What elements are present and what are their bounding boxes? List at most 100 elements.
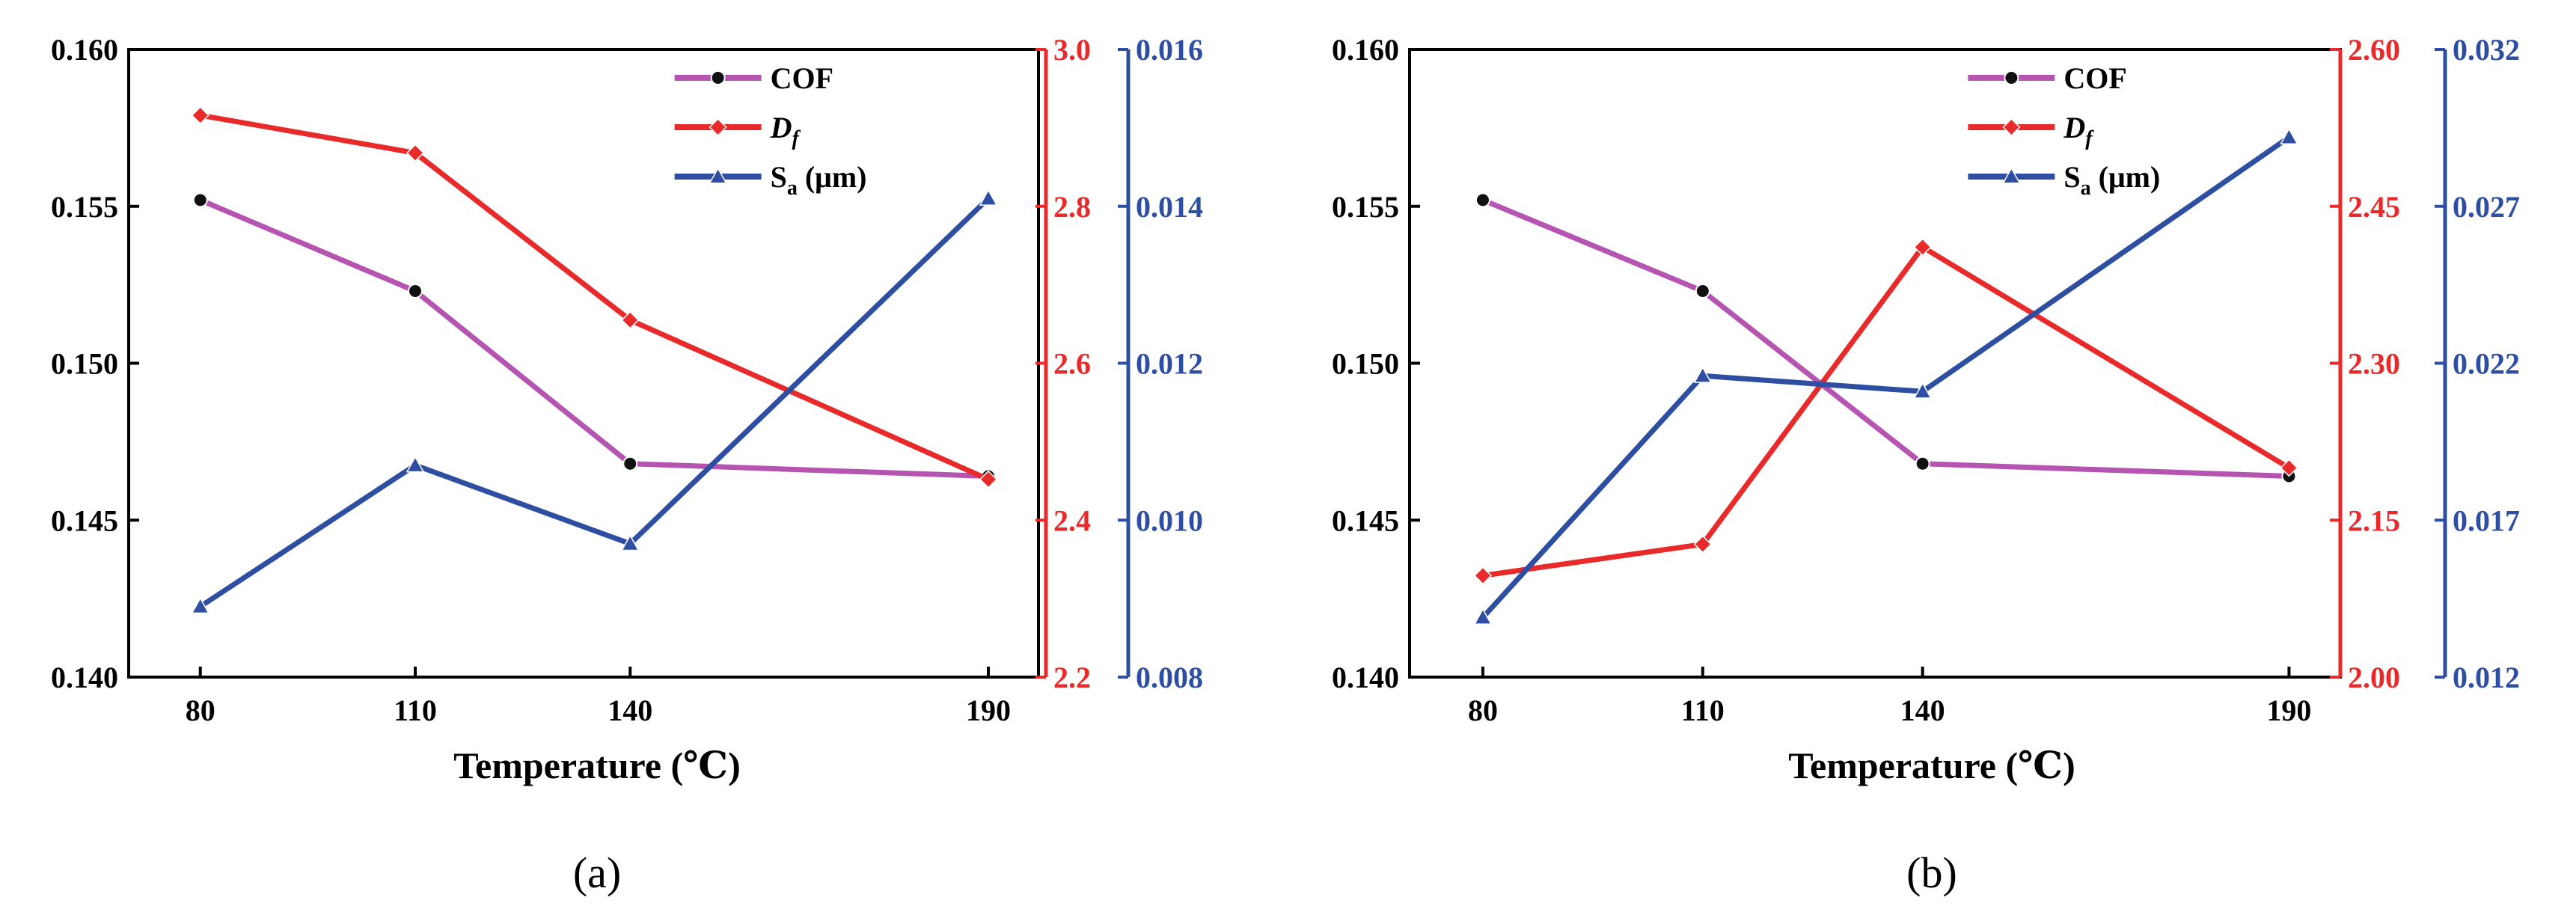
legend-label-subscript: f: [2085, 127, 2094, 150]
x-axis-title: Temperature (℃): [1788, 744, 2075, 786]
x-axis-tick-label: 190: [966, 694, 1011, 727]
cof-data-point: [1695, 284, 1710, 299]
x-axis-tick-label: 110: [394, 694, 437, 727]
legend-label-main: D: [770, 111, 792, 144]
sa-data-point: [620, 534, 640, 551]
df-data-point: [979, 470, 998, 489]
sa-axis-tick-label: 0.008: [1136, 661, 1203, 694]
x-axis-title: Temperature (℃): [453, 744, 740, 786]
left-axis-tick-label: 0.140: [1332, 661, 1399, 694]
chart-panel-b: 0.140 0.145 0.150 0.155 0.160 2.00 2.15 2.30 2.4…: [1332, 33, 2520, 897]
sa-axis-tick-label: 0.010: [1136, 504, 1203, 537]
df-axis-tick-label: 2.45: [2348, 190, 2400, 224]
left-axis-tick-label: 0.145: [51, 504, 118, 537]
df-axis-tick-label: 2.8: [1053, 190, 1091, 224]
legend-label: COF: [2063, 61, 2126, 95]
df-data-point: [621, 310, 640, 329]
cof-data-point: [1915, 456, 1930, 471]
legend-label: Sa (μm): [771, 160, 867, 200]
cof-data-point: [622, 456, 638, 471]
legend-label: COF: [771, 61, 833, 95]
cof-series-line: [1481, 198, 2289, 480]
legend-label-main: D: [2063, 111, 2085, 144]
sa-axis-tick-label: 0.014: [1136, 190, 1203, 224]
df-axis-tick-label: 2.2: [1053, 661, 1091, 694]
df-data-point: [406, 144, 425, 162]
sa-data-point: [2280, 127, 2298, 145]
panel-label: (b): [1906, 848, 1957, 897]
left-axis-tick-label: 0.150: [51, 347, 118, 381]
legend-item-cof: COF: [674, 61, 833, 95]
sa-axis-tick-label: 0.012: [1136, 347, 1203, 381]
legend-marker: [709, 167, 727, 184]
cof-series-line: [199, 198, 989, 480]
df-data-point: [191, 106, 209, 125]
legend-marker: [710, 70, 726, 85]
left-axis-tick-label: 0.140: [51, 661, 118, 694]
legend-label-main: COF: [771, 61, 833, 95]
legend-label: Df: [2063, 111, 2094, 150]
legend-label: Sa (μm): [2063, 160, 2160, 200]
sa-series-line: [198, 196, 991, 609]
sa-data-point: [406, 456, 425, 473]
df-axis-tick-label: 2.4: [1053, 504, 1091, 537]
legend-marker: [2004, 70, 2019, 85]
sa-axis-tick-label: 0.012: [2453, 661, 2520, 694]
sa-series-line: [1481, 135, 2291, 619]
left-axis-tick-label: 0.160: [1332, 33, 1399, 67]
x-axis-tick-label: 140: [608, 694, 652, 727]
sa-axis-tick-label: 0.027: [2453, 190, 2520, 224]
sa-data-point: [191, 597, 210, 614]
cof-data-point: [1475, 192, 1490, 208]
legend-item-df: Df: [1968, 111, 2094, 150]
df-data-point: [2280, 459, 2298, 477]
plot-frame: [127, 48, 1040, 679]
left-axis-tick-label: 0.145: [1332, 504, 1399, 537]
df-data-point: [1693, 535, 1712, 554]
df-series-line: [1482, 244, 2291, 578]
panel-label: (a): [573, 848, 621, 897]
legend-marker: [2002, 167, 2021, 184]
x-axis-tick-label: 110: [1681, 694, 1725, 727]
sa-axis-tick-label: 0.022: [2453, 347, 2520, 381]
df-axis-tick-label: 2.00: [2348, 661, 2400, 694]
x-axis-tick-label: 140: [1900, 694, 1945, 727]
left-axis-tick-label: 0.155: [1332, 190, 1399, 224]
df-axis-tick-label: 2.30: [2348, 347, 2400, 381]
plot-frame: [1408, 48, 2342, 679]
legend-label-subscript: f: [792, 127, 801, 150]
sa-data-point: [1913, 382, 1932, 399]
legend-item-df: Df: [674, 111, 801, 150]
legend-label-main: S: [2063, 160, 2080, 194]
cof-data-point: [407, 284, 423, 299]
sa-data-point: [1473, 608, 1493, 625]
df-axis-tick-label: 2.6: [1053, 347, 1091, 381]
df-axis-tick-label: 2.60: [2348, 33, 2400, 67]
legend-item-cof: COF: [1968, 61, 2127, 95]
x-axis-tick-label: 80: [186, 694, 215, 727]
legend-label-subscript: a: [787, 177, 798, 200]
sa-axis-tick-label: 0.016: [1136, 33, 1203, 67]
legend-label-suffix: (μm): [2091, 160, 2161, 194]
legend-item-sa: Sa (μm): [1968, 160, 2160, 200]
df-data-point: [1473, 566, 1493, 585]
sa-axis-tick-label: 0.032: [2453, 33, 2520, 67]
df-series-line: [200, 112, 990, 482]
legend-label-main: S: [771, 160, 787, 194]
legend-label-main: COF: [2063, 61, 2126, 95]
df-axis-tick-label: 3.0: [1053, 33, 1091, 67]
legend-label-suffix: (μm): [798, 160, 867, 194]
left-axis-tick-label: 0.155: [51, 190, 118, 224]
legend-marker: [709, 117, 727, 137]
chart-panel-a: 0.140 0.145 0.150 0.155 0.160 2.2 2.4 2.6 2.8 3.0…: [51, 33, 1203, 897]
x-axis-tick-label: 190: [2266, 694, 2311, 727]
legend-label-subscript: a: [2081, 177, 2091, 200]
df-axis-tick-label: 2.15: [2348, 504, 2400, 537]
sa-data-point: [1693, 366, 1713, 383]
sa-data-point: [979, 189, 998, 206]
left-axis-tick-label: 0.160: [51, 33, 118, 67]
legend-item-sa: Sa (μm): [674, 160, 867, 200]
legend-marker: [2002, 117, 2021, 137]
df-data-point: [1913, 238, 1932, 257]
